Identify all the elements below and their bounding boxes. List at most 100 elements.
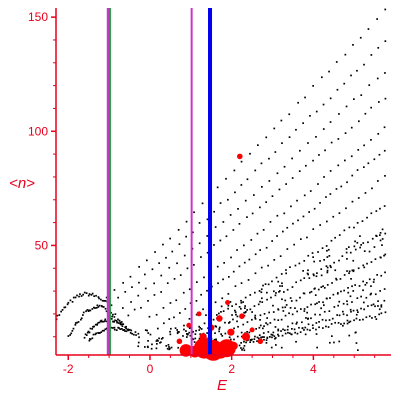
data-point <box>104 320 106 322</box>
highlight-point <box>241 332 251 341</box>
data-point <box>119 328 122 330</box>
data-point <box>319 260 321 262</box>
data-point <box>232 229 235 231</box>
data-point <box>331 317 334 320</box>
data-point <box>122 282 124 284</box>
data-point <box>356 241 359 244</box>
data-point <box>353 245 356 248</box>
data-point <box>343 229 346 232</box>
data-point <box>200 293 202 296</box>
data-point <box>105 327 108 330</box>
data-point <box>224 332 227 335</box>
data-point <box>352 270 355 273</box>
data-point <box>370 285 372 287</box>
data-point <box>240 282 243 284</box>
data-point <box>370 54 373 56</box>
data-point <box>380 256 382 259</box>
data-point <box>199 333 202 335</box>
data-point <box>312 327 314 329</box>
data-point <box>110 326 112 329</box>
data-point <box>160 338 163 340</box>
data-point <box>162 243 164 246</box>
data-point <box>309 291 311 294</box>
data-point <box>318 301 320 303</box>
data-point <box>101 305 104 308</box>
data-point <box>295 281 297 284</box>
data-point <box>276 172 279 175</box>
data-point <box>371 237 374 240</box>
data-point <box>299 296 301 299</box>
data-point <box>326 249 328 252</box>
data-point <box>383 149 386 152</box>
data-point <box>236 320 238 323</box>
data-point <box>379 239 382 242</box>
data-point <box>225 177 227 180</box>
data-point <box>243 311 245 314</box>
data-point <box>241 349 243 351</box>
data-point <box>100 319 103 322</box>
data-point <box>146 329 148 332</box>
data-point <box>266 337 269 339</box>
data-point <box>363 144 365 147</box>
data-point <box>275 292 277 294</box>
data-point <box>137 294 140 297</box>
data-point <box>186 333 188 335</box>
data-point <box>356 222 359 224</box>
data-point <box>263 338 265 341</box>
data-point <box>379 234 381 236</box>
data-point <box>63 306 66 309</box>
data-point <box>88 293 91 295</box>
data-point <box>112 327 114 329</box>
data-point <box>306 311 308 314</box>
data-point <box>288 332 291 335</box>
data-point <box>155 340 158 342</box>
data-point <box>373 278 375 281</box>
data-point <box>167 344 170 346</box>
data-point <box>291 286 294 288</box>
data-point <box>110 311 112 314</box>
data-point <box>375 210 378 212</box>
data-point <box>346 303 349 306</box>
highlight-point <box>257 338 264 345</box>
data-point <box>89 327 92 330</box>
data-point <box>238 344 241 347</box>
data-point <box>213 338 216 341</box>
data-point <box>234 311 237 314</box>
data-point <box>281 282 283 285</box>
data-point <box>292 222 294 225</box>
data-point <box>287 331 289 334</box>
data-point <box>343 322 345 325</box>
data-point <box>246 321 249 323</box>
data-point <box>240 347 242 349</box>
data-point <box>330 141 333 144</box>
data-point <box>93 295 95 297</box>
data-point <box>206 218 209 221</box>
data-point <box>129 332 132 334</box>
data-point <box>378 153 381 156</box>
data-point <box>358 120 360 123</box>
highlight-point <box>186 322 192 328</box>
data-point <box>236 249 238 251</box>
data-point <box>261 297 263 300</box>
data-point <box>271 336 273 339</box>
data-point <box>381 238 384 240</box>
data-point <box>105 310 108 313</box>
data-point <box>254 316 256 319</box>
data-point <box>309 329 311 332</box>
data-point <box>144 329 147 331</box>
data-point <box>273 335 276 338</box>
data-point <box>84 333 87 336</box>
data-point <box>269 336 271 338</box>
x-tick-label: -2 <box>63 362 74 376</box>
data-point <box>271 334 274 336</box>
data-point <box>366 262 368 265</box>
data-point <box>363 266 366 269</box>
data-point <box>163 322 165 325</box>
data-point <box>381 228 384 231</box>
data-point <box>329 97 332 100</box>
data-point <box>327 326 330 328</box>
data-point <box>97 321 100 324</box>
data-point <box>350 278 352 280</box>
data-point <box>255 328 257 330</box>
data-point <box>159 341 161 344</box>
